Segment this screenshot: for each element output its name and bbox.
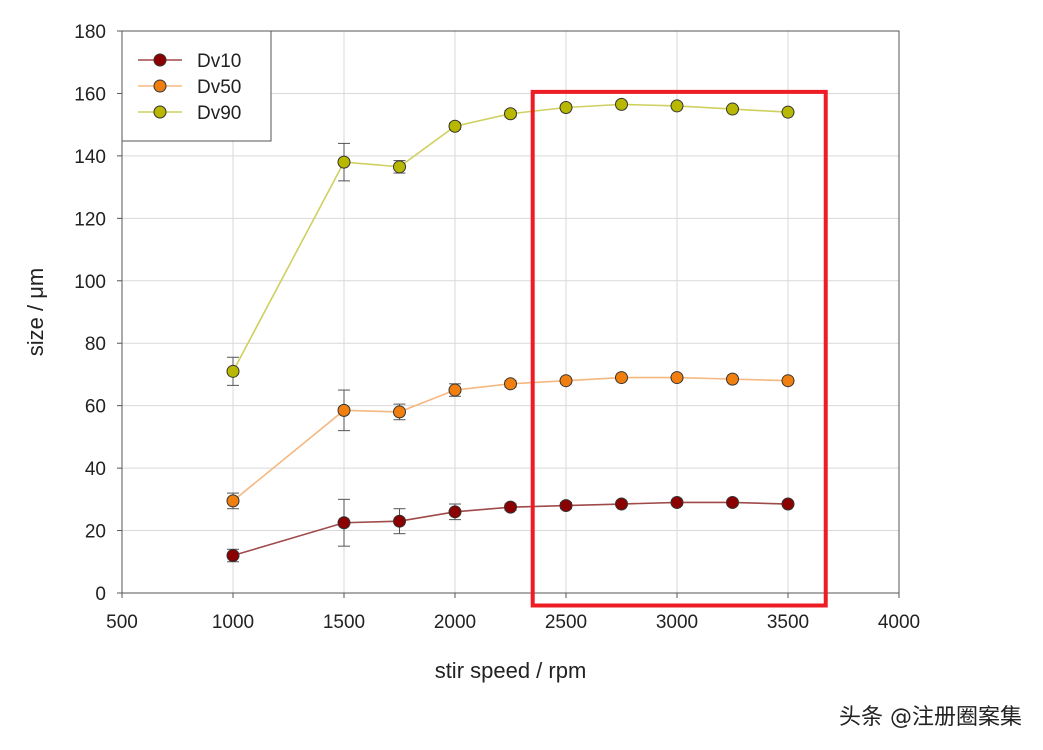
legend-marker	[153, 105, 167, 119]
data-point	[615, 371, 628, 385]
y-tick-label: 20	[85, 522, 106, 543]
y-axis-title: size / μm	[23, 268, 48, 356]
x-tick-label: 500	[106, 612, 138, 633]
x-tick-label: 1000	[212, 612, 254, 633]
series-Dv50	[226, 371, 795, 510]
x-tick-label: 1500	[323, 612, 365, 633]
data-point	[504, 377, 517, 391]
legend-item-Dv50: Dv50	[138, 77, 241, 98]
data-point	[448, 505, 462, 519]
legend-item-Dv10: Dv10	[138, 51, 241, 72]
data-point	[559, 100, 573, 114]
y-tick-label: 60	[85, 397, 106, 418]
data-point	[448, 383, 462, 397]
data-point	[670, 99, 684, 113]
legend-label: Dv10	[197, 51, 241, 72]
y-axis: 0 20 40 60 80 100 120 140 160 180	[74, 22, 122, 605]
series-line-Dv50	[232, 376, 789, 502]
data-point	[726, 372, 739, 386]
data-point	[670, 495, 684, 509]
data-point	[393, 405, 406, 419]
series-Dv10	[226, 495, 795, 563]
x-tick-label: 3000	[656, 612, 698, 633]
series-line-Dv10	[232, 501, 789, 557]
data-point	[226, 494, 240, 508]
x-tick-label: 2000	[434, 612, 476, 633]
data-point	[337, 516, 351, 530]
y-tick-label: 0	[95, 584, 106, 605]
x-tick-label: 3500	[767, 612, 809, 633]
legend-label: Dv50	[197, 77, 241, 98]
data-point	[337, 403, 351, 417]
y-tick-label: 180	[74, 22, 106, 43]
legend-marker	[153, 53, 167, 67]
y-tick-label: 80	[85, 334, 106, 355]
data-point	[226, 549, 240, 563]
data-point	[781, 497, 795, 511]
data-point	[393, 160, 406, 174]
data-point	[226, 364, 240, 378]
highlight-box	[530, 89, 828, 608]
series-Dv90	[226, 97, 795, 386]
y-tick-label: 160	[74, 84, 106, 105]
legend-marker	[153, 79, 167, 93]
x-tick-label: 2500	[545, 612, 587, 633]
data-point	[670, 371, 684, 385]
watermark: 头条 @注册圈案集	[839, 705, 1022, 730]
y-tick-label: 140	[74, 147, 106, 168]
data-point	[781, 105, 795, 119]
data-point	[559, 499, 573, 513]
y-tick-label: 120	[74, 209, 106, 230]
y-tick-label: 100	[74, 272, 106, 293]
data-point	[781, 374, 795, 388]
data-point	[726, 495, 739, 509]
legend: Dv10 Dv50 Dv90	[121, 30, 272, 142]
x-axis-title: stir speed / rpm	[435, 658, 587, 683]
x-tick-label: 4000	[878, 612, 920, 633]
series-layer	[226, 97, 795, 563]
series-line-Dv90	[232, 103, 789, 372]
data-point	[393, 514, 406, 528]
data-point	[504, 107, 517, 121]
data-point	[615, 97, 628, 111]
data-point	[615, 497, 628, 511]
data-point	[559, 374, 573, 388]
watermark-text: 头条 @注册圈案集	[839, 705, 1022, 730]
legend-item-Dv90: Dv90	[138, 103, 241, 124]
plot-frame	[121, 30, 900, 594]
x-axis: 500 1000 1500 2000 2500 3000 3500 4000	[106, 593, 920, 633]
y-tick-label: 40	[85, 459, 106, 480]
data-point	[726, 102, 739, 116]
legend-box	[121, 30, 272, 142]
data-point	[448, 119, 462, 133]
data-point	[504, 500, 517, 514]
legend-label: Dv90	[197, 103, 241, 124]
data-point	[337, 155, 351, 169]
